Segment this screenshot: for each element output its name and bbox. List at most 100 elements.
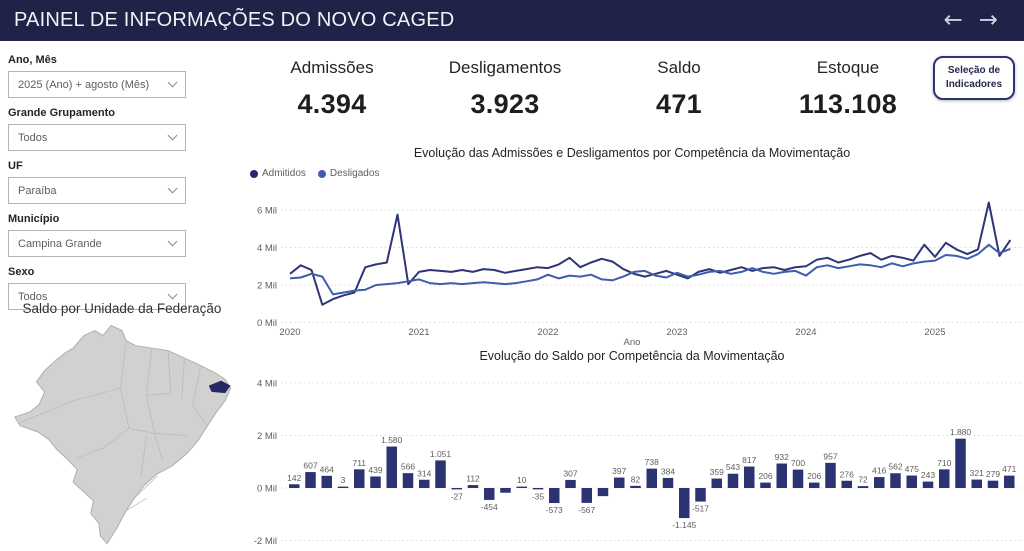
filter-uf: UF Paraíba (8, 160, 186, 204)
saldo-bar[interactable] (305, 472, 316, 488)
saldo-bar[interactable] (695, 488, 706, 502)
x-axis-tick-label: 2020 (279, 327, 300, 338)
legend-item-desligados[interactable]: Desligados (317, 168, 380, 179)
y-axis-tick-label: 4 Mil (257, 243, 277, 254)
saldo-bar[interactable] (841, 480, 853, 488)
dropdown-value: Paraíba (18, 184, 57, 197)
saldo-bar[interactable] (646, 468, 658, 488)
bar-data-label: 276 (840, 469, 854, 479)
bar-data-label: 206 (807, 471, 821, 481)
ano-mes-dropdown[interactable]: 2025 (Ano) + agosto (Mês) (8, 71, 186, 98)
button-label-line1: Seleção de (947, 64, 1001, 76)
saldo-bar[interactable] (581, 488, 593, 503)
saldo-bar[interactable] (386, 446, 398, 488)
admissions-dismissals-line-chart[interactable]: 0 Mil 2 Mil 4 Mil 6 Mil 2020 2021 2022 2023 2024… (245, 186, 1024, 339)
bar-data-label: 384 (661, 466, 675, 476)
map-title: Saldo por Unidade da Federação (22, 301, 222, 316)
y-axis-tick-label: -2 Mil (254, 536, 277, 547)
saldo-bar[interactable] (597, 488, 609, 497)
y-axis-tick-label: 0 Mil (257, 318, 277, 329)
saldo-bar[interactable] (987, 480, 999, 488)
saldo-bar[interactable] (484, 488, 495, 500)
saldo-bar[interactable] (906, 475, 918, 488)
saldo-bar[interactable] (614, 477, 625, 488)
saldo-bar[interactable] (679, 488, 690, 519)
filter-panel: Ano, Mês 2025 (Ano) + agosto (Mês) Grand… (8, 54, 186, 319)
saldo-bar[interactable] (1004, 475, 1015, 488)
saldo-bar[interactable] (532, 488, 544, 490)
dropdown-value: Todos (18, 131, 48, 144)
line-chart-title: Evolução das Admissões e Desligamentos p… (413, 146, 851, 160)
saldo-bar[interactable] (971, 479, 983, 488)
filter-ano-mes: Ano, Mês 2025 (Ano) + agosto (Mês) (8, 54, 186, 98)
saldo-bar[interactable] (549, 488, 560, 504)
bar-data-label: -35 (532, 491, 545, 501)
saldo-bar[interactable] (354, 469, 365, 488)
saldo-bar[interactable] (760, 482, 771, 488)
legend-label: Desligados (329, 168, 380, 179)
saldo-bar[interactable] (857, 486, 869, 488)
filter-municipio: Município Campina Grande (8, 213, 186, 257)
indicator-selection-button[interactable]: Seleção de Indicadores (933, 56, 1015, 100)
bar-data-label: 10 (517, 475, 527, 485)
saldo-bar[interactable] (419, 479, 430, 488)
highlighted-state-paraiba[interactable] (208, 380, 231, 394)
bar-data-label: 1.580 (381, 435, 403, 445)
bar-data-label: 471 (1002, 464, 1016, 474)
saldo-bar[interactable] (370, 476, 381, 488)
back-arrow-icon[interactable]: ← (943, 7, 963, 33)
saldo-bar[interactable] (321, 475, 333, 488)
saldo-bar[interactable] (955, 438, 966, 488)
filter-label: UF (8, 160, 23, 172)
saldo-bar[interactable] (727, 473, 739, 488)
forward-arrow-icon[interactable]: → (978, 7, 998, 33)
filter-label: Grande Grupamento (8, 107, 115, 119)
saldo-bar[interactable] (776, 463, 788, 488)
bar-data-label: -27 (451, 491, 464, 501)
uf-dropdown[interactable]: Paraíba (8, 177, 186, 204)
kpi-saldo: Saldo 471 (589, 58, 769, 120)
kpi-value: 3.923 (470, 89, 540, 119)
line-series-desligados[interactable] (289, 243, 1011, 296)
page-title: PAINEL DE INFORMAÇÕES DO NOVO CAGED (14, 9, 455, 31)
dropdown-value: Todos (18, 290, 48, 303)
legend-dot-icon (250, 169, 258, 178)
saldo-bar[interactable] (435, 460, 446, 488)
saldo-bar[interactable] (792, 469, 804, 488)
grande-grupamento-dropdown[interactable]: Todos (8, 124, 186, 151)
saldo-bar[interactable] (825, 462, 836, 488)
saldo-bar[interactable] (922, 481, 934, 488)
sexo-dropdown[interactable]: Todos (8, 283, 186, 310)
bar-data-label: -454 (481, 502, 498, 512)
saldo-bar[interactable] (516, 486, 528, 488)
saldo-bar[interactable] (662, 477, 674, 488)
saldo-bar[interactable] (402, 473, 414, 488)
saldo-bar[interactable] (630, 485, 641, 488)
legend-item-admitidos[interactable]: Admitidos (250, 168, 306, 179)
line-chart-x-axis-title: Ano (623, 337, 641, 348)
saldo-bar[interactable] (874, 477, 885, 488)
line-series-admitidos[interactable] (289, 201, 1012, 306)
saldo-bar[interactable] (467, 485, 479, 488)
filter-grande-grupamento: Grande Grupamento Todos (8, 107, 186, 151)
saldo-bar[interactable] (890, 473, 901, 488)
saldo-bar[interactable] (289, 484, 300, 488)
brazil-states-map[interactable] (8, 318, 236, 551)
bar-data-label: 416 (872, 466, 886, 476)
bar-data-label: 279 (986, 469, 1000, 479)
saldo-bar[interactable] (500, 488, 511, 493)
y-axis-tick-label: 2 Mil (257, 281, 277, 292)
bar-data-label: 307 (563, 468, 577, 478)
saldo-bar[interactable] (711, 478, 723, 488)
saldo-bar[interactable] (451, 488, 463, 490)
chevron-down-icon (167, 289, 178, 300)
saldo-bar[interactable] (565, 479, 576, 488)
saldo-bar[interactable] (809, 482, 820, 488)
saldo-bar[interactable] (939, 469, 950, 488)
municipio-dropdown[interactable]: Campina Grande (8, 230, 186, 257)
saldo-bar[interactable] (337, 486, 349, 488)
saldo-bar[interactable] (744, 466, 755, 488)
bar-data-label: 710 (937, 458, 951, 468)
bar-data-label: 3 (341, 475, 346, 485)
